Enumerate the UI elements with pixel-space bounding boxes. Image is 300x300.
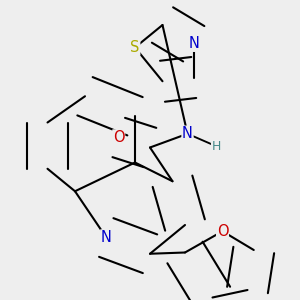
Text: N: N xyxy=(188,36,199,51)
Text: S: S xyxy=(130,40,140,55)
Text: N: N xyxy=(182,126,193,141)
Text: H: H xyxy=(212,140,221,153)
Text: N: N xyxy=(101,230,112,245)
Text: O: O xyxy=(113,130,124,145)
Text: O: O xyxy=(217,224,228,239)
